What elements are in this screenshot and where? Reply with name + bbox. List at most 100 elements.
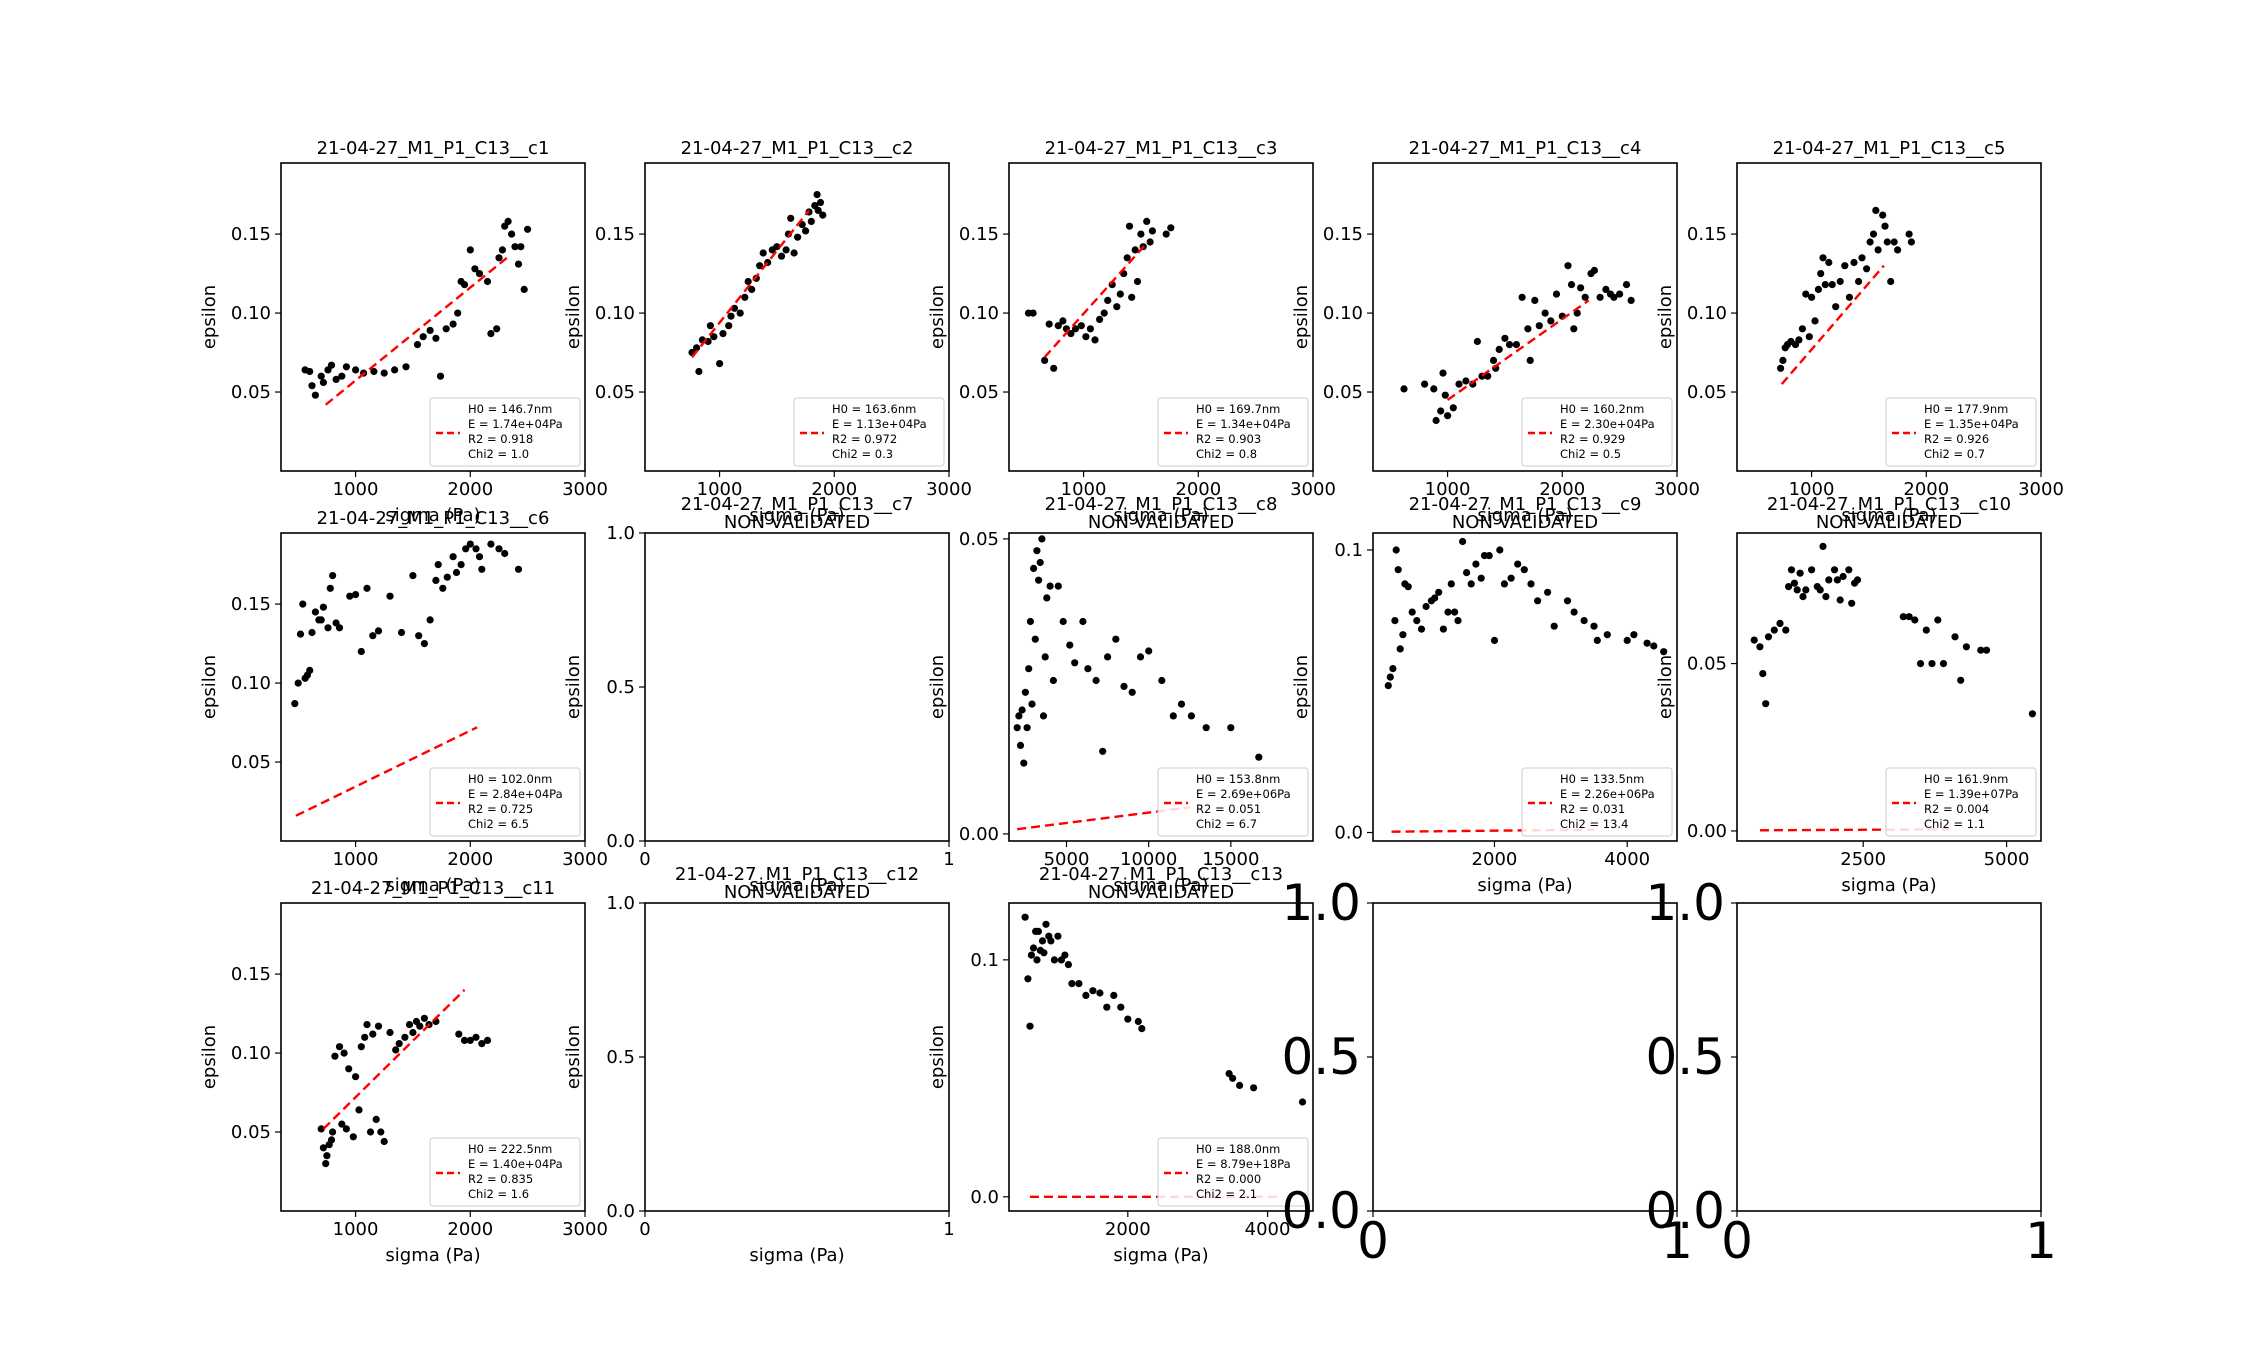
data-point [1866, 238, 1874, 246]
data-point [1177, 700, 1186, 708]
subplot-15: 0 10.00.51.0 [1645, 874, 2056, 1270]
y-tick-label: 0.05 [959, 529, 999, 550]
data-point [1131, 246, 1139, 254]
data-point [1484, 372, 1492, 380]
data-point [1050, 956, 1058, 964]
data-point [719, 330, 727, 338]
data-point [1167, 224, 1175, 232]
plot-title: 21-04-27_M1_P1_C13__c2 [681, 138, 914, 159]
fit-line [691, 209, 810, 359]
data-point [483, 277, 492, 286]
data-point [370, 367, 378, 376]
data-point [1581, 293, 1589, 301]
data-point [386, 592, 394, 600]
data-point [466, 540, 474, 548]
legend-box [1157, 397, 1309, 467]
data-point [1079, 617, 1087, 626]
legend-entry: R2 = 0.972 [832, 432, 897, 446]
plot-frame [644, 532, 950, 842]
data-point [449, 320, 457, 328]
data-point [514, 565, 523, 573]
legend-box [1521, 767, 1673, 837]
plot-frame [644, 902, 950, 1212]
data-point [1162, 230, 1170, 238]
data-point [483, 1036, 492, 1044]
data-point [296, 630, 305, 638]
data-point [1046, 582, 1054, 590]
data-point [439, 584, 447, 592]
data-point [1563, 597, 1572, 605]
legend-entry: E = 1.39e+07Pa [1924, 787, 2019, 801]
legend-box [1521, 397, 1673, 467]
data-point [472, 545, 480, 553]
data-point [1143, 217, 1151, 225]
data-point [1096, 315, 1104, 323]
data-point [311, 391, 319, 399]
data-point [1593, 636, 1601, 645]
data-point [322, 1160, 330, 1168]
plot-frame [280, 902, 586, 1212]
data-point [782, 246, 790, 254]
x-tick-label: 3000 [926, 479, 972, 500]
legend-entry: Chi2 = 0.5 [1560, 447, 1621, 461]
data-point [342, 363, 350, 371]
data-point [349, 1133, 357, 1141]
data-point [1113, 303, 1121, 311]
data-point [787, 214, 795, 222]
y-tick-label: 0.0 [1645, 1182, 1725, 1240]
x-axis-label: sigma (Pa) [749, 875, 844, 896]
y-tick-label: 0.05 [1687, 654, 1727, 675]
data-point [1477, 574, 1485, 582]
data-point [1750, 636, 1758, 644]
legend-entry: H0 = 177.9nm [1924, 402, 2008, 416]
data-point [1501, 334, 1509, 342]
data-point [462, 545, 470, 553]
data-point [1250, 1084, 1258, 1092]
data-point [1417, 625, 1426, 633]
data-point [306, 367, 314, 376]
data-point [1623, 636, 1631, 645]
data-point [449, 553, 457, 561]
plot-subtitle: NON VALIDATED [724, 512, 870, 533]
data-point [1602, 285, 1610, 293]
legend-entry: E = 1.13e+04Pa [832, 417, 927, 431]
legend-entry: R2 = 0.929 [1560, 432, 1625, 446]
data-point [1444, 608, 1452, 616]
data-point [1077, 322, 1085, 330]
data-point [402, 363, 410, 371]
data-point [355, 1106, 363, 1114]
data-point [1116, 290, 1124, 298]
data-point [317, 616, 325, 624]
data-point [1027, 951, 1035, 959]
data-point [1832, 303, 1840, 311]
data-point [455, 1030, 463, 1038]
data-point [1603, 631, 1611, 639]
data-point [1104, 296, 1112, 304]
data-point [357, 647, 365, 656]
data-point [1169, 712, 1177, 720]
data-point [1550, 622, 1558, 630]
data-point [401, 1033, 409, 1041]
data-point [794, 233, 802, 241]
data-point [517, 243, 525, 251]
data-point [1124, 1015, 1132, 1023]
data-point [1125, 222, 1134, 230]
data-point [1082, 333, 1090, 341]
legend-entry: R2 = 0.903 [1196, 432, 1261, 446]
legend-entry: Chi2 = 1.1 [1924, 817, 1985, 831]
data-point [1394, 566, 1402, 574]
data-point [1084, 665, 1092, 673]
x-tick-label: 1000 [1061, 479, 1107, 500]
data-point [1507, 574, 1515, 582]
y-tick-label: 0.15 [231, 224, 271, 245]
data-point [1066, 641, 1074, 649]
plot-subtitle: NON VALIDATED [1452, 512, 1598, 533]
data-point [326, 584, 334, 592]
y-axis-label: epsilon [563, 1025, 584, 1089]
data-point [397, 628, 406, 637]
data-point [1811, 317, 1819, 325]
